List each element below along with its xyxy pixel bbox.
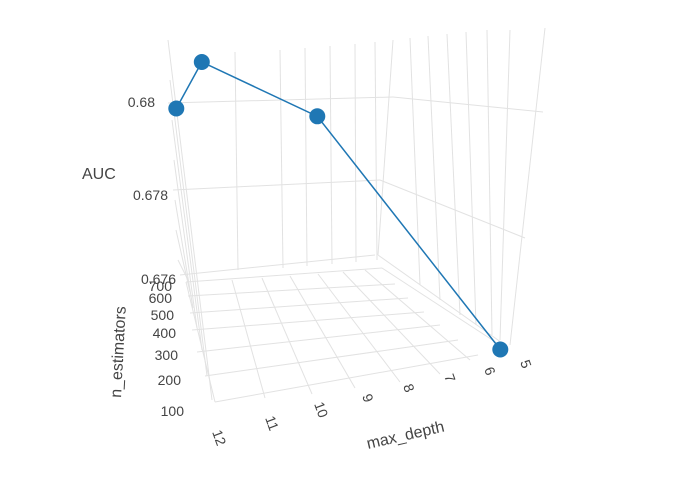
y-tick-label: 500 — [151, 307, 175, 323]
x-tick-label: 10 — [311, 400, 331, 420]
z-tick-label: 0.68 — [128, 94, 155, 110]
y-axis-ticks: 700 600 500 400 300 200 100 — [149, 278, 185, 419]
x-tick-label: 11 — [262, 414, 282, 433]
y-axis-title: n_estimators — [108, 306, 130, 398]
x-tick-label: 12 — [209, 428, 229, 448]
z-tick-label: 0.676 — [141, 271, 176, 287]
x-tick-label: 8 — [400, 382, 418, 395]
x-tick-label: 9 — [359, 392, 377, 405]
data-point[interactable] — [193, 54, 210, 70]
y-tick-label: 200 — [158, 372, 182, 388]
data-series — [168, 54, 509, 358]
series-line — [175, 61, 501, 350]
x-tick-label: 7 — [441, 372, 459, 385]
y-tick-label: 100 — [161, 403, 185, 419]
y-tick-label: 300 — [155, 347, 179, 363]
z-tick-label: 0.678 — [133, 187, 168, 203]
z-axis-title: AUC — [82, 166, 116, 183]
x-axis-title: max_depth — [365, 419, 446, 453]
x-axis-ticks: 12 11 10 9 8 7 6 5 — [209, 358, 535, 448]
data-point[interactable] — [309, 108, 326, 125]
y-tick-label: 400 — [153, 325, 177, 341]
data-point[interactable] — [168, 100, 185, 117]
z-axis-ticks: 0.68 0.678 0.676 — [128, 94, 176, 287]
y-tick-label: 700 — [149, 278, 173, 294]
x-tick-label: 6 — [481, 365, 499, 378]
grid-lines — [167, 27, 546, 403]
data-point[interactable] — [492, 341, 509, 358]
x-tick-label: 5 — [517, 358, 535, 371]
y-tick-label: 600 — [149, 290, 173, 306]
